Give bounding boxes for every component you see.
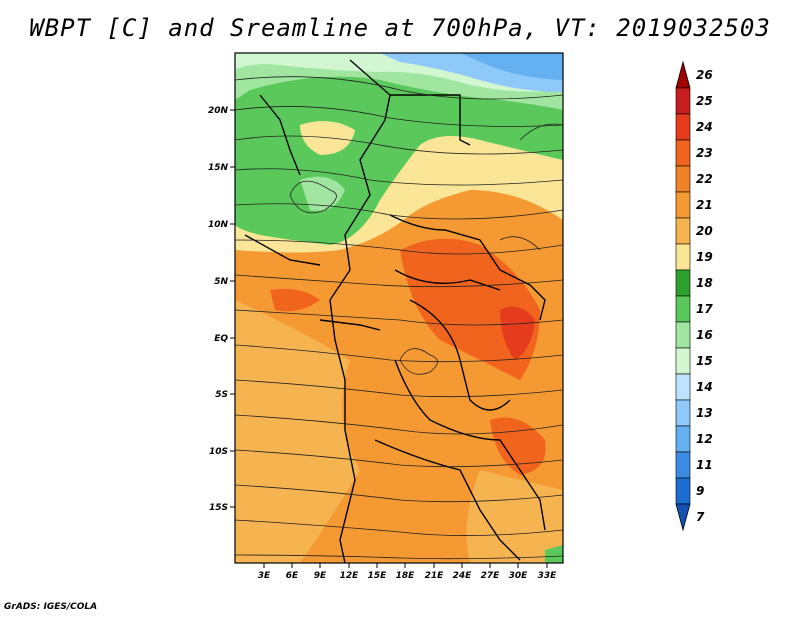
lon-label: 21E [425,571,445,581]
colorbar-swatch [675,347,691,375]
colorbar-label: 24 [696,120,713,134]
colorbar-swatch [675,477,691,505]
colorbar-swatch [675,321,691,349]
colorbar-arrow-bottom [675,503,691,532]
colorbar-swatch [675,191,691,219]
colorbar-label: 14 [696,380,713,394]
colorbar-label: 22 [696,172,713,186]
colorbar-swatch [675,113,691,141]
lat-label: 10N [208,220,229,230]
lat-axis: 20N 15N 10N 5N EQ 5S 10S 15S [208,106,235,513]
colorbar-label: 7 [696,510,705,524]
colorbar-label: 11 [696,458,713,472]
colorbar-label: 23 [696,146,713,160]
lon-label: 24E [453,571,473,581]
colorbar-label: 12 [696,432,713,446]
colorbar-label: 17 [696,302,713,316]
wbpt-region-24 [500,306,535,360]
lon-label: 18E [396,571,416,581]
lon-label: 33E [538,571,558,581]
colorbar-swatch [675,165,691,193]
country-borders [244,59,546,563]
colorbar-swatch [675,217,691,245]
colorbar-label: 9 [696,484,704,498]
colorbar-swatch [675,451,691,479]
colorbar-arrow-top [675,60,691,89]
lat-label: 15S [209,503,228,513]
lon-label: 15E [368,571,388,581]
lat-label: 10S [209,447,228,457]
lat-label: 5S [215,390,228,400]
wbpt-region-23c [270,288,320,312]
wbpt-region-23 [400,238,540,380]
colorbar-label: 20 [696,224,713,238]
colorbar-label: 18 [696,276,713,290]
colorbar-label: 13 [696,406,713,420]
colorbar-label: 26 [696,68,713,82]
colorbar-swatch [675,269,691,297]
lat-label: 5N [214,277,228,287]
lon-label: 30E [509,571,529,581]
colorbar-label: 16 [696,328,713,342]
wbpt-region-13 [460,53,563,80]
colorbar-swatch [675,243,691,271]
map-title: WBPT [C] and Sreamline at 700hPa, VT: 20… [29,14,771,42]
colorbar-label: 21 [696,198,713,212]
lat-label: 20N [208,106,229,116]
lon-axis: 3E 6E 9E 12E 15E 18E 21E 24E 27E 30E 33E [258,563,557,581]
lon-label: 3E [258,571,271,581]
wbpt-region-17b [545,545,563,563]
wbpt-region-20b [466,470,563,563]
lon-label: 12E [340,571,360,581]
lon-label: 27E [481,571,501,581]
wbpt-region-20 [235,300,360,563]
colorbar-label: 15 [696,354,713,368]
colorbar-swatch [675,87,691,115]
lon-label: 9E [314,571,327,581]
colorbar-swatch [675,399,691,427]
colorbar-swatch [675,295,691,323]
lat-label: 15N [208,163,229,173]
colorbar-swatch [675,425,691,453]
footer-credit: GrADS: IGES/COLA [4,602,98,612]
map-frame [234,52,564,564]
map-panel [235,53,563,563]
lat-label: EQ [214,334,228,344]
colorbar-swatch [675,373,691,401]
lon-label: 6E [286,571,299,581]
colorbar-label: 19 [696,250,713,264]
colorbar: 26 25 24 23 22 21 20 19 18 17 16 15 14 13 12 11 9 7 [675,60,713,532]
colorbar-swatch [675,139,691,167]
streamlines [235,76,563,560]
colorbar-label: 25 [696,94,713,108]
